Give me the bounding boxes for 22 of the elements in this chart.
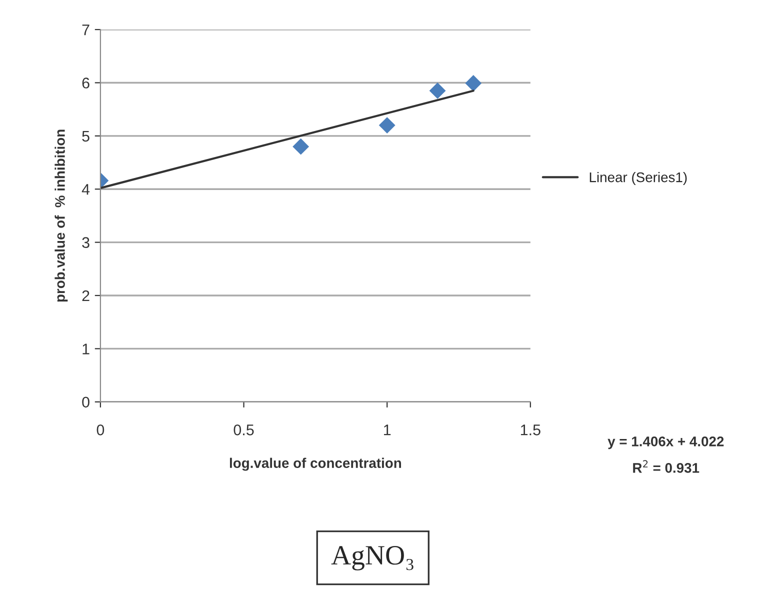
y-tick-label: 0 (82, 396, 90, 408)
y-tick-label: 3 (82, 237, 90, 248)
legend-label: Linear (Series1) (590, 172, 687, 185)
point (429, 82, 446, 99)
y-tick-label: 5 (82, 130, 90, 142)
point (292, 138, 310, 155)
y-tick-label: 1 (82, 344, 90, 354)
y-axis-title: prob.value of % inhibition (54, 130, 68, 302)
text: AgNO₃ (331, 546, 414, 570)
point (378, 117, 396, 134)
x-tick-label: 0.5 (234, 424, 254, 436)
x-axis-title: log.value of concentration (230, 458, 402, 471)
x-tick-label: 1 (384, 424, 391, 436)
text: y = 1.406x + 4.022 (608, 436, 724, 450)
y-tick-label: 4 (82, 184, 90, 195)
y-tick-label: 2 (82, 290, 90, 302)
point (465, 75, 482, 92)
text: R$^{2}$ = 0.931 (633, 460, 700, 473)
x-tick-label: 0 (96, 424, 104, 436)
y-tick-label: 7 (82, 24, 90, 36)
x-tick-label: 1.5 (520, 424, 540, 436)
y-tick-label: 6 (82, 78, 90, 88)
